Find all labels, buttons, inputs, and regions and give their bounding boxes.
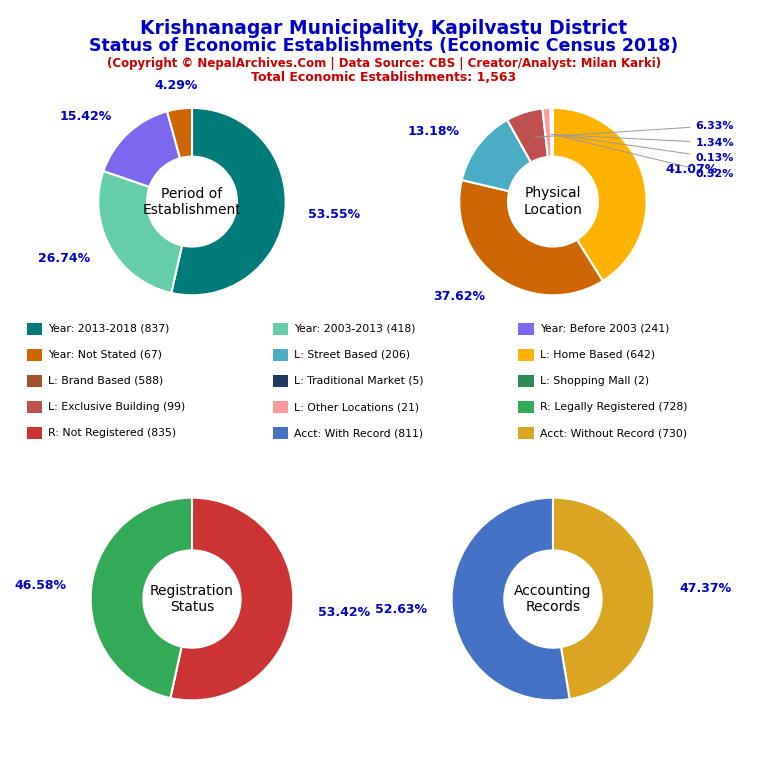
Text: Year: Before 2003 (241): Year: Before 2003 (241) (540, 323, 669, 334)
Text: 37.62%: 37.62% (433, 290, 485, 303)
Text: Acct: With Record (811): Acct: With Record (811) (294, 428, 423, 439)
Text: R: Legally Registered (728): R: Legally Registered (728) (540, 402, 687, 412)
Wedge shape (167, 108, 192, 158)
Wedge shape (98, 171, 182, 293)
Text: Total Economic Establishments: 1,563: Total Economic Establishments: 1,563 (251, 71, 517, 84)
Wedge shape (507, 108, 548, 162)
Text: Accounting
Records: Accounting Records (515, 584, 591, 614)
Text: 53.42%: 53.42% (318, 606, 370, 619)
Text: 53.55%: 53.55% (309, 208, 360, 221)
Text: Year: 2013-2018 (837): Year: 2013-2018 (837) (48, 323, 170, 334)
Text: 46.58%: 46.58% (14, 579, 66, 592)
Text: 13.18%: 13.18% (408, 124, 459, 137)
Wedge shape (462, 120, 531, 191)
Text: 26.74%: 26.74% (38, 252, 90, 265)
Text: 0.13%: 0.13% (555, 134, 733, 163)
Text: 47.37%: 47.37% (679, 582, 731, 595)
Text: L: Street Based (206): L: Street Based (206) (294, 349, 410, 360)
Text: L: Brand Based (588): L: Brand Based (588) (48, 376, 164, 386)
Text: Year: Not Stated (67): Year: Not Stated (67) (48, 349, 162, 360)
Text: Status of Economic Establishments (Economic Census 2018): Status of Economic Establishments (Econo… (89, 37, 679, 55)
Text: Period of
Establishment: Period of Establishment (143, 187, 241, 217)
Wedge shape (170, 498, 293, 700)
Wedge shape (553, 108, 647, 281)
Text: 1.34%: 1.34% (551, 134, 734, 147)
Text: R: Not Registered (835): R: Not Registered (835) (48, 428, 177, 439)
Text: 52.63%: 52.63% (375, 603, 427, 616)
Text: Year: 2003-2013 (418): Year: 2003-2013 (418) (294, 323, 415, 334)
Wedge shape (91, 498, 192, 698)
Text: 4.29%: 4.29% (154, 79, 198, 92)
Wedge shape (452, 498, 570, 700)
Wedge shape (553, 498, 654, 699)
Text: L: Shopping Mall (2): L: Shopping Mall (2) (540, 376, 649, 386)
Wedge shape (171, 108, 286, 295)
Wedge shape (542, 108, 551, 157)
Text: 6.33%: 6.33% (535, 121, 734, 137)
Text: L: Home Based (642): L: Home Based (642) (540, 349, 655, 360)
Text: Physical
Location: Physical Location (524, 187, 582, 217)
Text: 0.32%: 0.32% (554, 135, 733, 178)
Text: (Copyright © NepalArchives.Com | Data Source: CBS | Creator/Analyst: Milan Karki: (Copyright © NepalArchives.Com | Data So… (107, 57, 661, 70)
Text: 41.07%: 41.07% (666, 163, 718, 176)
Text: Krishnanagar Municipality, Kapilvastu District: Krishnanagar Municipality, Kapilvastu Di… (141, 19, 627, 38)
Wedge shape (104, 111, 180, 187)
Wedge shape (551, 108, 553, 157)
Text: L: Other Locations (21): L: Other Locations (21) (294, 402, 419, 412)
Text: L: Exclusive Building (99): L: Exclusive Building (99) (48, 402, 186, 412)
Text: Registration
Status: Registration Status (150, 584, 234, 614)
Text: 15.42%: 15.42% (60, 110, 112, 123)
Text: Acct: Without Record (730): Acct: Without Record (730) (540, 428, 687, 439)
Text: L: Traditional Market (5): L: Traditional Market (5) (294, 376, 424, 386)
Wedge shape (459, 180, 603, 295)
